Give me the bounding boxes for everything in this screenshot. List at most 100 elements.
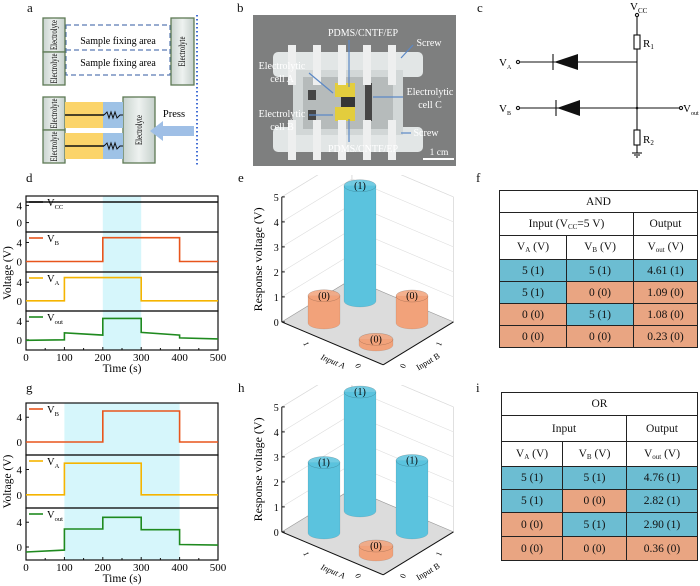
panel-label-i: i — [476, 380, 480, 395]
table-row: 0 (0) 0 (0) 0.23 (0) — [499, 325, 698, 348]
bar-value-label: (0) — [370, 541, 382, 552]
z-tick-label: 0 — [274, 318, 279, 329]
bar-0-0: (0) — [358, 333, 394, 352]
bar-top — [307, 456, 341, 469]
sample-area-label: Sample fixing area — [80, 58, 156, 69]
a-axis — [281, 321, 384, 366]
x-tick-label: 400 — [171, 562, 188, 574]
bar-body — [307, 295, 341, 330]
bar-1-1: (1) — [343, 385, 377, 518]
electrolyte-label: Electrolyte — [49, 98, 59, 128]
panel-a-schematic: Electrolyte Electrolyte Electrolyte Elec… — [42, 15, 198, 166]
output-header: Output — [626, 415, 698, 442]
bar-value-label: (0) — [406, 291, 418, 302]
series-line-vout — [25, 516, 219, 553]
cell-vb: 0 (0) — [562, 489, 627, 513]
bar-value-label: (1) — [354, 387, 366, 398]
cell-c-label: Electrolytic — [407, 87, 454, 98]
y-tick-label: 4 — [17, 277, 23, 289]
cell-vb: 0 (0) — [566, 281, 634, 304]
table-row: 0 (0) 5 (1) 2.90 (1) — [501, 512, 698, 537]
col-header-va: VA (V) — [501, 441, 563, 467]
z-tick-label: 1 — [274, 293, 279, 304]
y-tick-label: 4 — [17, 200, 23, 212]
screw-top-label: Screw — [417, 38, 443, 49]
x-axis-title: Time (s) — [103, 363, 142, 375]
a-tick-label: 0 — [353, 572, 363, 579]
sample-strips — [65, 102, 123, 159]
b-axis-title: Input B — [414, 560, 441, 582]
b-axis-title: Input B — [414, 350, 441, 372]
table-row: 5 (1) 5 (1) 4.76 (1) — [501, 466, 698, 490]
y-tick-label: 0 — [17, 257, 23, 269]
bar-value-label: (0) — [370, 334, 382, 345]
cell-va: 5 (1) — [501, 466, 563, 490]
b-tick-label: 1 — [434, 340, 444, 347]
bar-value-label: (1) — [354, 181, 366, 192]
y-tick-label: 0 — [17, 218, 23, 230]
panel-label-c: c — [477, 0, 483, 15]
a-axis-title: Input A — [319, 561, 348, 581]
spring-icon — [103, 110, 123, 120]
y-tick-label: 0 — [17, 490, 23, 502]
bar-value-label: (0) — [318, 291, 330, 302]
table-title: AND — [499, 190, 698, 213]
series-line-va — [26, 462, 218, 496]
legend-label-vout: Vout — [47, 510, 63, 523]
a-axis-title: Input A — [319, 351, 348, 371]
z-gridline — [281, 175, 454, 198]
bar-top — [343, 179, 377, 192]
cell-vout: 1.09 (0) — [633, 281, 698, 304]
z-axis-title: Response voltage (V) — [251, 417, 265, 521]
chart-e-and-3d-bars: 0 1 2 3 4 5 Response voltage (V) 1 0 0 1 Input A Inp… — [251, 175, 455, 372]
bar-value-label: (1) — [318, 458, 330, 469]
vb-label: VB — [499, 103, 511, 117]
electrolyte-label: Electrolyte — [134, 115, 144, 145]
chart-h-or-3d-bars: 0 1 2 3 4 5 Response voltage (V) 1 0 0 1 Input A Inp… — [251, 385, 455, 582]
z-tick-label: 4 — [274, 428, 279, 439]
x-tick-label: 500 — [210, 562, 227, 574]
y-tick-label: 0 — [17, 335, 23, 347]
chart-d-voltage-time: 0 4 VCC 0 4 VB 0 4 VA 0 4 Vout 0 100 200 300 400 500 Time … — [2, 195, 227, 375]
col-header-vb: VB (V) — [566, 235, 634, 260]
z-tick-label: 0 — [274, 528, 279, 539]
cell-va: 5 (1) — [499, 259, 567, 282]
cell-vout: 0.36 (0) — [626, 536, 698, 561]
electrolyte-label: Electrolyte — [177, 36, 187, 66]
bar-top — [343, 385, 377, 399]
a-tick-label: 1 — [301, 340, 311, 347]
bar-top — [395, 289, 429, 303]
y-tick-label: 4 — [17, 412, 23, 424]
legend-label-vout: Vout — [47, 313, 63, 326]
z-tick-label: 5 — [274, 193, 279, 204]
panel-label-f: f — [476, 170, 481, 185]
bar-body — [395, 295, 429, 330]
cell-vb: 0 (0) — [566, 325, 634, 348]
bar-top — [358, 539, 394, 553]
x-tick-label: 500 — [210, 352, 227, 364]
x-tick-label: 400 — [171, 352, 188, 364]
series-line-va — [26, 276, 218, 302]
spring-icon — [103, 141, 123, 151]
bar-1-0: (0) — [307, 289, 341, 330]
x-tick-label: 100 — [56, 562, 73, 574]
b-axis — [382, 531, 454, 576]
z-axis-title: Response voltage (V) — [251, 207, 265, 311]
table-row: 5 (1) 5 (1) 4.61 (1) — [499, 259, 698, 282]
device-frame — [273, 45, 423, 160]
x-tick-label: 200 — [95, 562, 112, 574]
x-tick-label: 0 — [23, 352, 29, 364]
bar-0-0: (0) — [358, 539, 394, 562]
electrolyte-label: Electrolyte — [49, 131, 59, 161]
cell-va: 0 (0) — [501, 536, 563, 561]
x-tick-label: 300 — [133, 562, 150, 574]
z-tick-label: 5 — [274, 403, 279, 414]
cell-a-label: Electrolytic — [259, 61, 306, 72]
y-tick-label: 4 — [17, 237, 23, 249]
cell-va: 0 (0) — [499, 325, 567, 348]
input-header: Input (VCC=5 V) — [499, 212, 634, 236]
bar-1-1: (1) — [343, 179, 377, 308]
x-tick-label: 0 — [23, 562, 29, 574]
cell-vout: 4.61 (1) — [633, 259, 698, 282]
panel-label-b: b — [237, 0, 244, 15]
